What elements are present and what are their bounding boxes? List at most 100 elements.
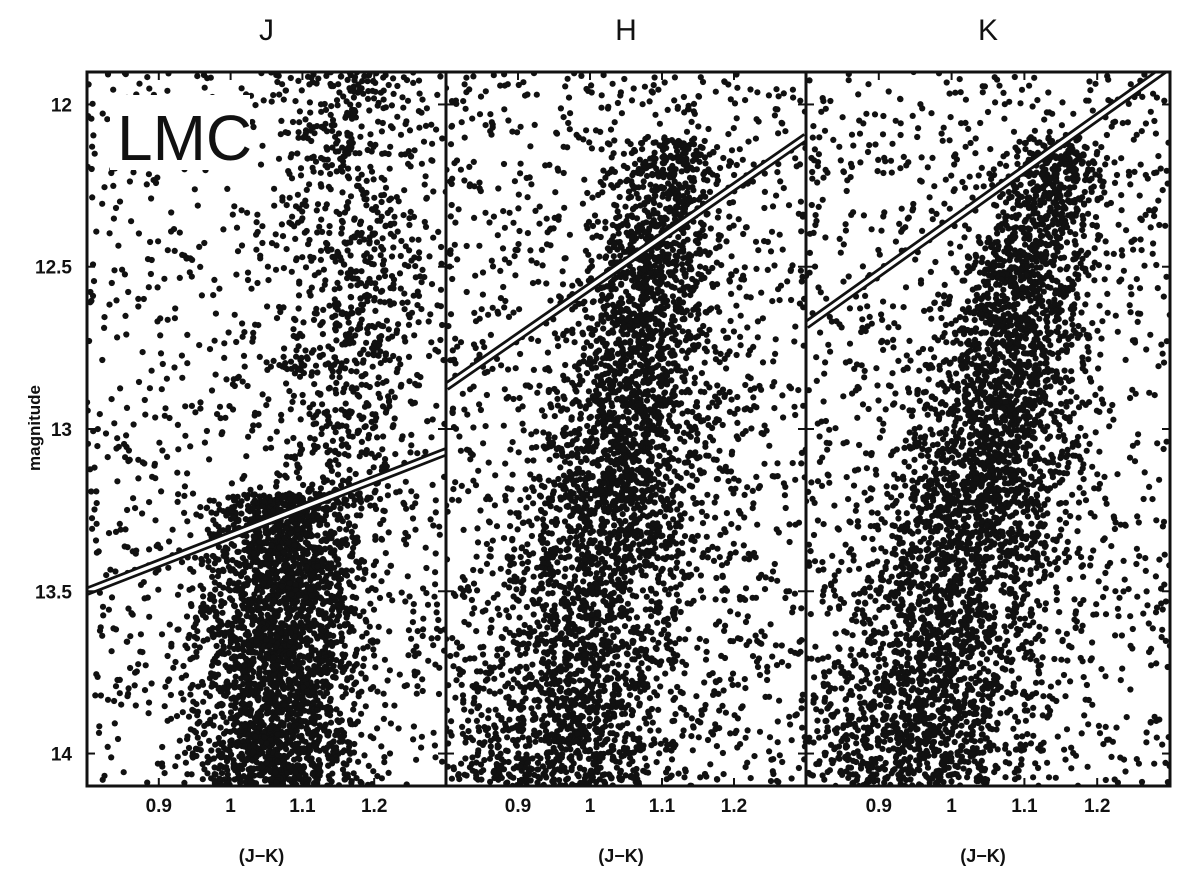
data-point [273,428,280,435]
data-point [388,273,396,280]
data-point [272,575,279,582]
data-point [298,723,305,730]
data-point [628,97,636,104]
data-point [396,270,404,277]
data-point [263,759,270,766]
data-point [248,285,255,292]
data-point [509,604,517,611]
data-point [329,127,336,134]
data-point [387,143,394,150]
data-point [371,194,378,201]
data-point [195,683,202,690]
data-point [308,372,315,379]
data-point [245,731,252,738]
data-point [238,242,246,249]
data-point [432,346,439,353]
data-point [487,111,494,118]
data-point [333,757,340,764]
data-point [355,101,362,108]
data-point [327,570,334,577]
data-point [152,569,159,576]
data-point [265,604,272,612]
data-point [231,684,238,691]
data-point [377,252,384,259]
data-point [395,355,403,362]
data-point [360,662,367,670]
data-point [754,89,761,96]
data-point [208,683,215,690]
data-point [337,269,344,276]
data-point [212,771,219,778]
data-point [235,579,242,586]
data-point [750,394,757,401]
data-point [242,516,249,523]
data-point [252,733,259,740]
data-point [447,141,455,148]
data-point [432,509,439,516]
data-point [250,748,257,756]
data-point [276,589,283,596]
data-point [332,258,339,265]
data-point [92,537,100,544]
data-point [424,601,432,608]
data-point [524,230,532,237]
data-point [340,162,347,169]
data-point [355,175,362,182]
data-point [382,409,389,416]
data-point [294,461,301,468]
data-point [363,177,370,184]
data-point [695,123,702,130]
data-point [502,297,509,305]
data-point [187,691,194,698]
data-point [93,488,100,495]
data-point [764,668,771,675]
data-point [211,777,218,784]
data-point [217,753,224,760]
data-point [270,672,277,679]
data-point [316,344,324,351]
data-point [194,734,201,741]
data-point [235,611,242,618]
data-point [295,305,302,312]
data-point [307,601,314,608]
data-point [697,587,705,594]
data-point [332,407,339,414]
data-point [712,88,719,95]
data-point [301,362,308,369]
data-point [394,82,401,90]
data-point [430,522,437,529]
data-point [788,775,795,782]
data-point [339,441,346,448]
data-point [418,744,425,751]
data-point [764,266,771,273]
data-point [377,520,384,528]
data-point [161,703,168,710]
data-point [234,518,241,525]
data-point [253,649,260,656]
data-point [299,208,306,215]
data-point [411,147,418,154]
data-point [714,382,721,389]
data-point [270,357,277,364]
data-point [357,350,364,358]
data-point [215,686,222,693]
data-point [370,572,377,579]
data-point [367,163,374,170]
data-point [429,416,436,423]
data-point [364,95,372,102]
data-point [175,626,182,633]
data-point [372,307,379,314]
data-point [278,117,285,124]
data-point [306,410,313,418]
data-point [268,542,275,549]
data-point [401,501,408,508]
data-point [779,246,786,253]
data-point [279,197,286,204]
data-point [588,145,596,152]
data-point [324,521,331,528]
data-point [148,195,155,202]
data-point [433,601,441,608]
data-point [331,361,338,368]
data-point [323,72,330,79]
data-point [382,701,389,709]
